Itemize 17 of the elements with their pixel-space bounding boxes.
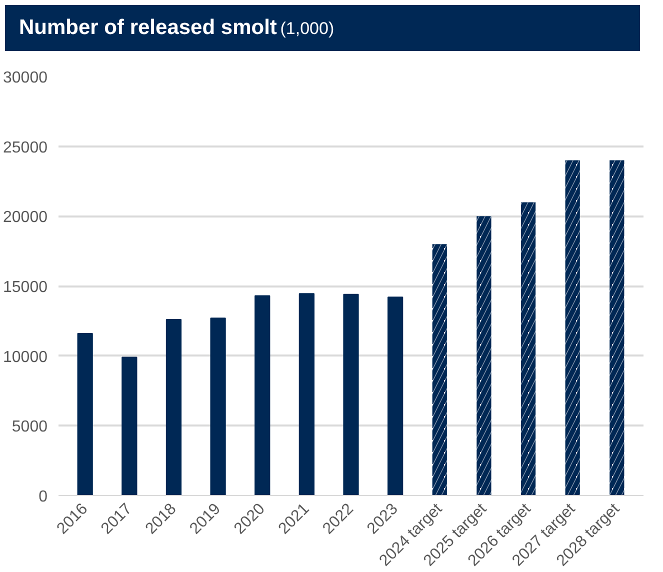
bar	[77, 332, 93, 496]
y-tick-label: 30000	[3, 70, 48, 86]
chart-subtitle: (1,000)	[280, 19, 334, 38]
bar	[343, 294, 359, 496]
chart-title: Number of released smolt	[19, 16, 277, 39]
bar	[210, 318, 226, 496]
bar	[388, 296, 404, 496]
y-tick-label: 20000	[3, 209, 48, 226]
bar	[254, 295, 270, 496]
y-tick-label: 25000	[3, 139, 48, 156]
bar	[298, 293, 314, 496]
y-tick-label: 15000	[3, 279, 48, 296]
bar	[122, 356, 138, 496]
bar	[166, 319, 182, 496]
y-tick-label: 5000	[12, 418, 48, 436]
y-tick-label: 0	[38, 488, 48, 506]
y-tick-label: 10000	[3, 348, 48, 366]
